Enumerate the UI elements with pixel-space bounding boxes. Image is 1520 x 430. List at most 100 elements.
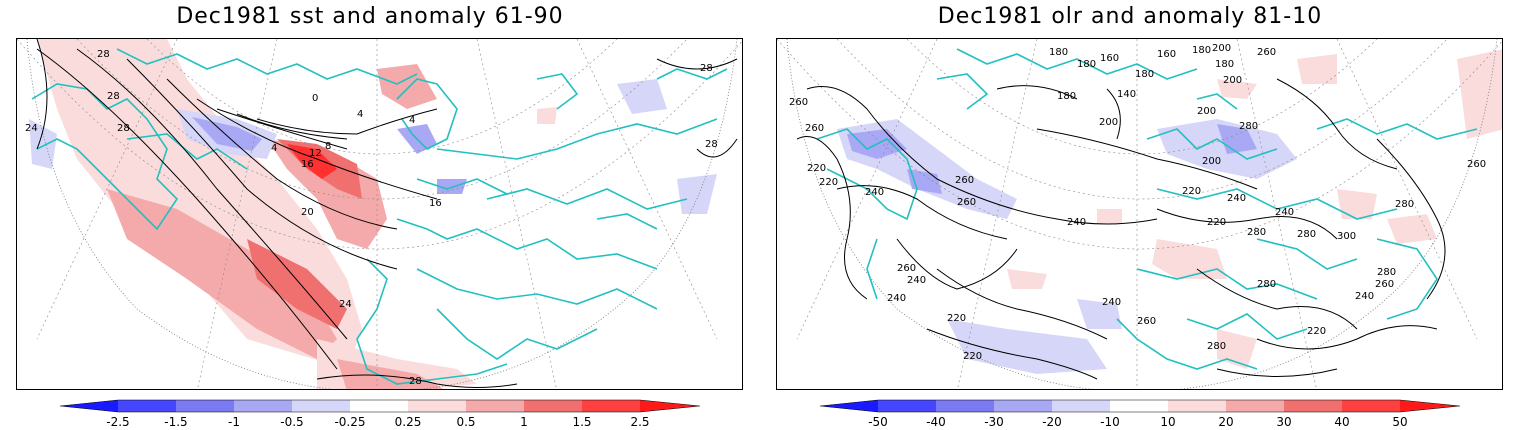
olr-contour-label: 260: [955, 175, 974, 186]
olr-contour-label: 220: [1182, 186, 1201, 197]
sst-contour-label: 28: [409, 376, 422, 387]
olr-contour-label: 220: [1307, 326, 1326, 337]
sst-contour-label: 16: [429, 198, 442, 209]
sst-map-canvas: 28 28 24 28 0 4 4 4 8 12 16 16 20 24 28 …: [17, 39, 742, 389]
olr-contour-label: 220: [819, 177, 838, 188]
sst-coastlines: [31, 48, 728, 385]
sst-colorbar-label: 0.5: [456, 415, 475, 429]
olr-colorbar-label: 40: [1334, 415, 1349, 429]
olr-colorbar-label: -10: [1100, 415, 1120, 429]
olr-contour-label: 280: [1207, 341, 1226, 352]
olr-contour-label: 280: [1395, 199, 1414, 210]
sst-colorbar-label: -0.25: [334, 415, 365, 429]
sst-contour-label: 16: [301, 159, 314, 170]
olr-contour-label: 260: [957, 197, 976, 208]
olr-colorbar-label: 10: [1160, 415, 1175, 429]
olr-graticule: [777, 39, 1502, 389]
sst-contour-label: 28: [97, 49, 110, 60]
olr-contour-label: 280: [1239, 121, 1258, 132]
olr-panel-title: Dec1981 olr and anomaly 81-10: [937, 4, 1323, 29]
olr-contour-labels: 180 160 160 180 200 180 260 180 140 180 …: [789, 43, 1486, 362]
olr-contour-label: 180: [1077, 59, 1096, 70]
sst-contour-label: 24: [25, 123, 38, 134]
sst-contour-label: 28: [705, 139, 718, 150]
sst-colorbar-label: 1: [520, 415, 528, 429]
olr-coastlines: [816, 48, 1478, 370]
olr-contour-label: 260: [1137, 316, 1156, 327]
olr-anomaly-shading: [837, 49, 1502, 374]
sst-contour-label: 28: [107, 91, 120, 102]
olr-contour-label: 140: [1117, 89, 1136, 100]
olr-contour-label: 240: [865, 187, 884, 198]
sst-contour-label: 0: [312, 93, 318, 104]
sst-map: 28 28 24 28 0 4 4 4 8 12 16 16 20 24 28 …: [16, 38, 743, 390]
olr-contour-label: 200: [1197, 106, 1216, 117]
olr-contour-label: 200: [1212, 43, 1231, 54]
sst-contour-label: 4: [271, 143, 277, 154]
sst-colorbar-label: 0.25: [395, 415, 422, 429]
olr-colorbar-label: -30: [984, 415, 1004, 429]
sst-colorbar-label: -2.5: [106, 415, 129, 429]
olr-contour-label: 200: [1099, 117, 1118, 128]
olr-colorbar: -50 -40 -30 -20 -10 10 20 30 40 50: [819, 399, 1461, 429]
olr-contour-label: 260: [789, 97, 808, 108]
sst-graticule: [17, 39, 742, 389]
sst-colorbar-label: 2.5: [630, 415, 649, 429]
olr-contour-label: 280: [1257, 279, 1276, 290]
olr-map: 180 160 160 180 200 180 260 180 140 180 …: [776, 38, 1503, 390]
olr-contour-label: 240: [907, 275, 926, 286]
olr-contour-label: 260: [805, 123, 824, 134]
olr-contour-label: 160: [1157, 49, 1176, 60]
sst-panel-title: Dec1981 sst and anomaly 61-90: [176, 4, 564, 29]
olr-contour-label: 240: [1227, 193, 1246, 204]
olr-contours: [796, 78, 1446, 380]
olr-contour-label: 240: [887, 293, 906, 304]
olr-contour-label: 200: [1202, 156, 1221, 167]
sst-contour-label: 8: [325, 141, 331, 152]
olr-contour-label: 180: [1135, 69, 1154, 80]
olr-colorbar-label: -50: [868, 415, 888, 429]
olr-contour-label: 260: [1467, 159, 1486, 170]
olr-contour-label: 280: [1377, 267, 1396, 278]
olr-contour-label: 240: [1102, 297, 1121, 308]
sst-colorbar: -2.5 -1.5 -1 -0.5 -0.25 0.25 0.5 1 1.5 2…: [59, 399, 701, 429]
olr-contour-label: 160: [1100, 53, 1119, 64]
olr-contour-label: 260: [1375, 279, 1394, 290]
sst-contour-label: 12: [309, 148, 322, 159]
olr-colorbar-label: 30: [1276, 415, 1291, 429]
olr-contour-label: 180: [1057, 91, 1076, 102]
olr-contour-label: 220: [963, 351, 982, 362]
sst-contour-label: 24: [339, 299, 352, 310]
sst-panel: Dec1981 sst and anomaly 61-90: [0, 0, 743, 430]
olr-colorbar-label: -20: [1042, 415, 1062, 429]
olr-contour-label: 180: [1215, 59, 1234, 70]
olr-colorbar-label: 50: [1392, 415, 1407, 429]
olr-contour-label: 280: [1247, 227, 1266, 238]
olr-contour-label: 280: [1297, 229, 1316, 240]
olr-contour-label: 260: [1257, 47, 1276, 58]
olr-contour-label: 240: [1355, 291, 1374, 302]
olr-contour-label: 220: [1207, 217, 1226, 228]
olr-panel: Dec1981 olr and anomaly 81-10: [760, 0, 1503, 430]
sst-contour-label: 4: [409, 115, 415, 126]
olr-contour-label: 200: [1223, 75, 1242, 86]
sst-colorbar-label: 1.5: [572, 415, 591, 429]
olr-contour-label: 240: [1067, 217, 1086, 228]
sst-contour-label: 28: [700, 63, 713, 74]
olr-colorbar-label: -40: [926, 415, 946, 429]
sst-contour-label: 28: [117, 123, 130, 134]
sst-contour-labels: 28 28 24 28 0 4 4 4 8 12 16 16 20 24 28 …: [25, 49, 718, 387]
sst-colorbar-label: -0.5: [280, 415, 303, 429]
olr-contour-label: 220: [947, 313, 966, 324]
olr-map-canvas: 180 160 160 180 200 180 260 180 140 180 …: [777, 39, 1502, 389]
olr-contour-label: 240: [1275, 207, 1294, 218]
sst-colorbar-label: -1.5: [164, 415, 187, 429]
sst-colorbar-label: -1: [228, 415, 240, 429]
olr-contour-label: 300: [1337, 231, 1356, 242]
olr-contour-label: 220: [807, 163, 826, 174]
sst-contour-label: 20: [301, 207, 314, 218]
sst-contours: [36, 39, 738, 388]
olr-contour-label: 180: [1049, 47, 1068, 58]
sst-contour-label: 4: [357, 109, 363, 120]
olr-colorbar-label: 20: [1218, 415, 1233, 429]
